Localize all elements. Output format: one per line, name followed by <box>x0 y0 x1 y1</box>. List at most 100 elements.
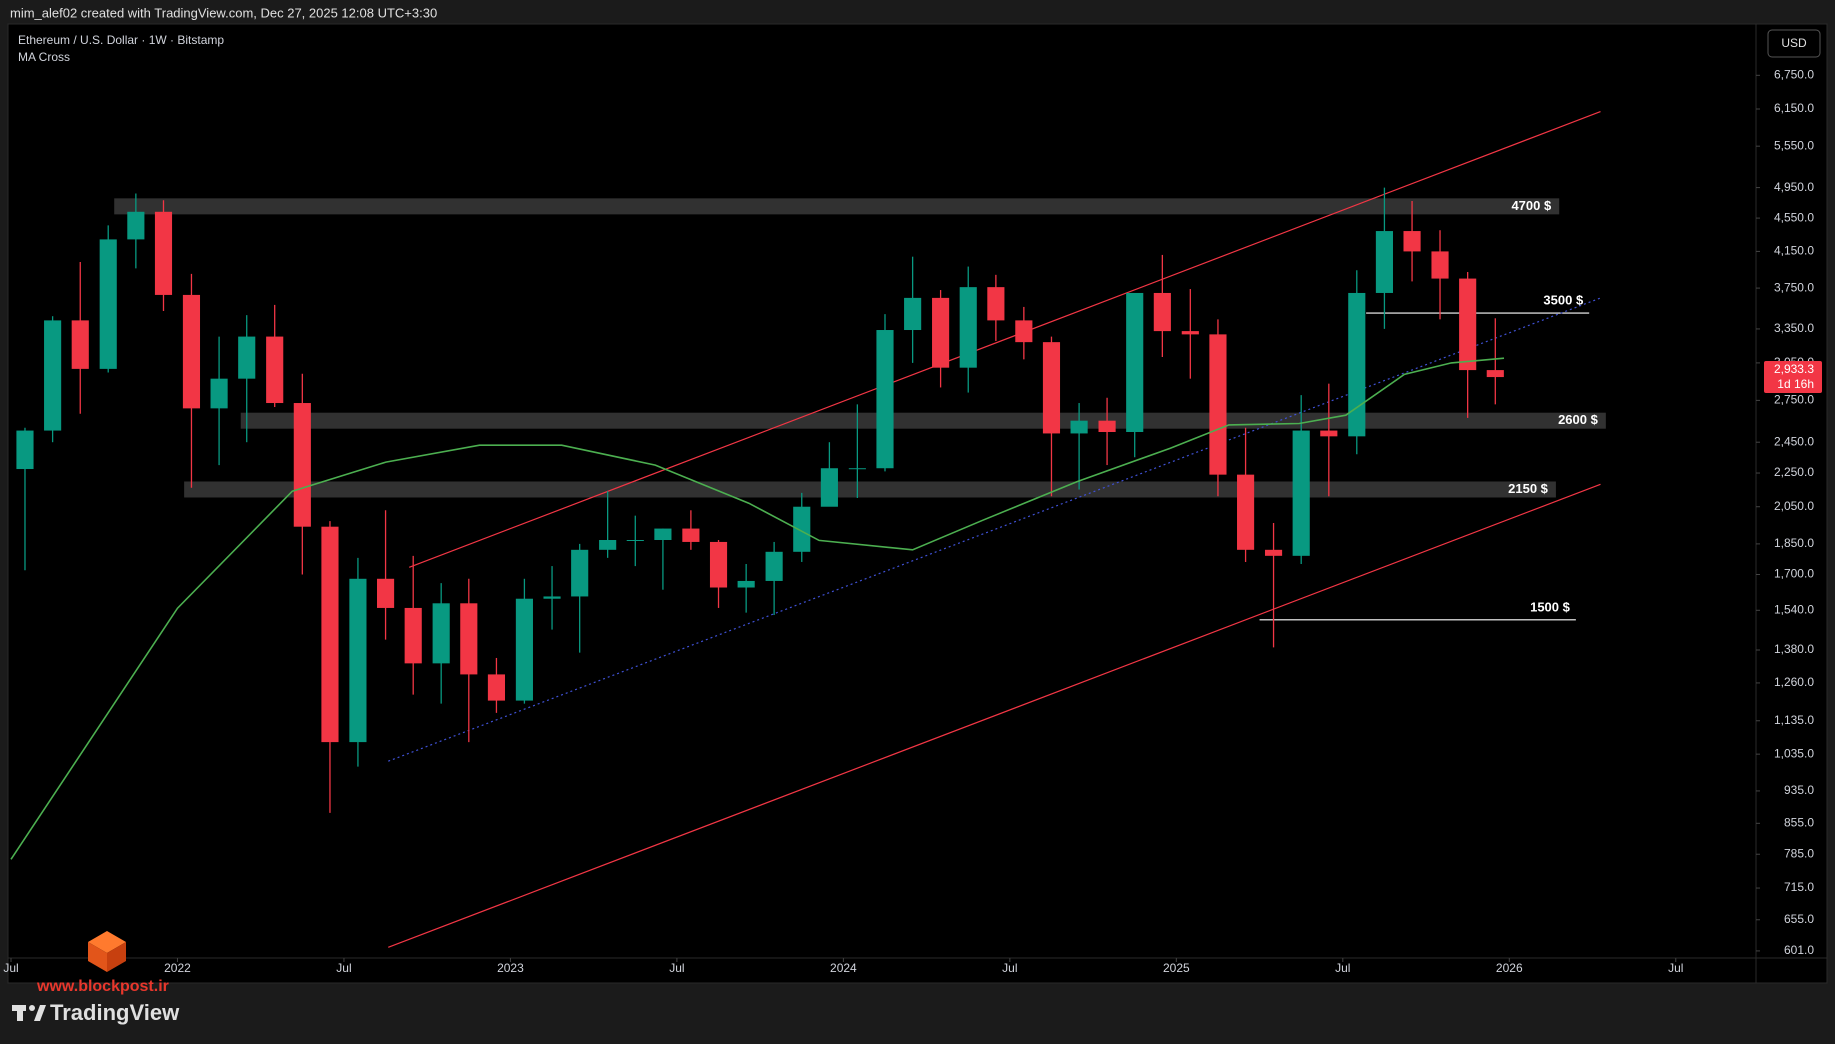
trend-line <box>388 483 1601 948</box>
last-price-label: 2,933.3 <box>1774 362 1814 376</box>
y-tick-label: 6,150.0 <box>1774 101 1814 115</box>
y-tick-label: 715.0 <box>1784 880 1814 894</box>
candle-body <box>210 378 228 409</box>
candle-body <box>154 211 173 295</box>
candle-body <box>127 211 145 240</box>
symbol-title: Ethereum / U.S. Dollar · 1W · Bitstamp <box>18 33 224 47</box>
candle-body <box>1015 320 1033 343</box>
candle-body <box>487 674 506 701</box>
plot-area: 4700 $ 3500 $ 2600 $ 2150 $ 1500 $ <box>10 110 1606 948</box>
candle-body <box>1375 231 1393 293</box>
y-tick-label: 1,035.0 <box>1774 746 1814 760</box>
y-tick-label: 1,380.0 <box>1774 642 1814 656</box>
candle-body <box>1320 430 1338 437</box>
candle-body <box>266 336 284 404</box>
candle-body <box>1042 342 1061 434</box>
x-tick-label: 2024 <box>830 961 857 975</box>
candle-body <box>709 541 728 588</box>
candle-body <box>543 596 561 599</box>
x-tick-label: 2026 <box>1496 961 1523 975</box>
indicator-label: MA Cross <box>18 50 70 64</box>
candle-body <box>1459 278 1477 371</box>
level-label: 1500 $ <box>1530 599 1571 614</box>
level-label: 2600 $ <box>1558 412 1599 427</box>
x-tick-label: Jul <box>1335 961 1350 975</box>
y-tick-label: 2,750.0 <box>1774 393 1814 407</box>
x-tick-label: 2023 <box>497 961 524 975</box>
y-tick-label: 4,150.0 <box>1774 244 1814 258</box>
candle-body <box>1431 251 1449 279</box>
candle-body <box>626 539 644 541</box>
candle-body <box>876 330 894 469</box>
brand-logo <box>12 1005 46 1021</box>
candle-body <box>793 506 811 552</box>
candle-body <box>820 468 838 507</box>
candle-body <box>987 287 1005 321</box>
candle-body <box>515 598 533 701</box>
last-price-countdown: 1d 16h <box>1777 377 1814 391</box>
candle-body <box>682 528 700 542</box>
x-tick-label: Jul <box>1002 961 1017 975</box>
level-label: 4700 $ <box>1511 198 1552 213</box>
candle-body <box>1181 331 1199 335</box>
candle-body <box>293 403 311 527</box>
y-tick-label: 785.0 <box>1784 846 1814 860</box>
level-label: 2150 $ <box>1508 481 1549 496</box>
candle-body <box>377 578 395 608</box>
candle-body <box>99 239 117 369</box>
candle-body <box>904 297 922 331</box>
brand-name: TradingView <box>50 1000 180 1025</box>
level-zone <box>184 481 1556 498</box>
y-tick-label: 6,750.0 <box>1774 67 1814 81</box>
candle-body <box>1486 370 1504 378</box>
y-tick-label: 1,260.0 <box>1774 675 1814 689</box>
x-tick-label: Jul <box>1668 961 1683 975</box>
candle-body <box>349 578 367 743</box>
currency-button[interactable] <box>1767 29 1821 58</box>
candle-body <box>460 603 478 675</box>
y-tick-label: 2,050.0 <box>1774 499 1814 513</box>
x-tick-label: 2022 <box>164 961 191 975</box>
candle-body <box>1070 420 1088 434</box>
y-tick-label: 3,750.0 <box>1774 280 1814 294</box>
candle-body <box>1126 292 1144 433</box>
watermark-icon <box>88 931 126 972</box>
candle-body <box>432 603 450 664</box>
x-tick-label: 2025 <box>1163 961 1190 975</box>
candle-body <box>1209 334 1227 475</box>
candle-body <box>848 468 866 470</box>
candle-body <box>182 294 201 409</box>
x-tick-label: Jul <box>669 961 684 975</box>
candle-body <box>44 320 62 431</box>
x-tick-label: Jul <box>336 961 351 975</box>
candle-body <box>932 297 950 368</box>
x-tick-label: Jul <box>3 961 18 975</box>
candle-body <box>16 430 34 470</box>
y-tick-label: 935.0 <box>1784 783 1814 797</box>
candle-body <box>737 580 755 588</box>
y-tick-label: 5,550.0 <box>1774 138 1814 152</box>
candle-body <box>571 549 589 597</box>
candle-body <box>1098 420 1116 433</box>
candle-body <box>1348 292 1366 437</box>
currency-label[interactable]: USD <box>1781 36 1807 50</box>
y-tick-label: 655.0 <box>1784 912 1814 926</box>
candle-body <box>765 551 783 581</box>
candle-body <box>1264 549 1283 556</box>
level-label: 3500 $ <box>1543 293 1584 308</box>
candle-body <box>1403 231 1421 252</box>
candle-body <box>599 539 617 550</box>
y-tick-label: 855.0 <box>1784 815 1814 829</box>
y-tick-label: 601.0 <box>1784 943 1814 957</box>
y-tick-label: 1,540.0 <box>1774 602 1814 616</box>
level-zone <box>114 198 1560 215</box>
y-tick-label: 2,450.0 <box>1774 434 1814 448</box>
level-zone <box>240 412 1606 429</box>
candle-body <box>404 607 422 664</box>
y-tick-label: 1,135.0 <box>1774 713 1814 727</box>
candle-body <box>654 528 672 540</box>
y-tick-label: 1,700.0 <box>1774 567 1814 581</box>
candle-body <box>321 526 339 743</box>
